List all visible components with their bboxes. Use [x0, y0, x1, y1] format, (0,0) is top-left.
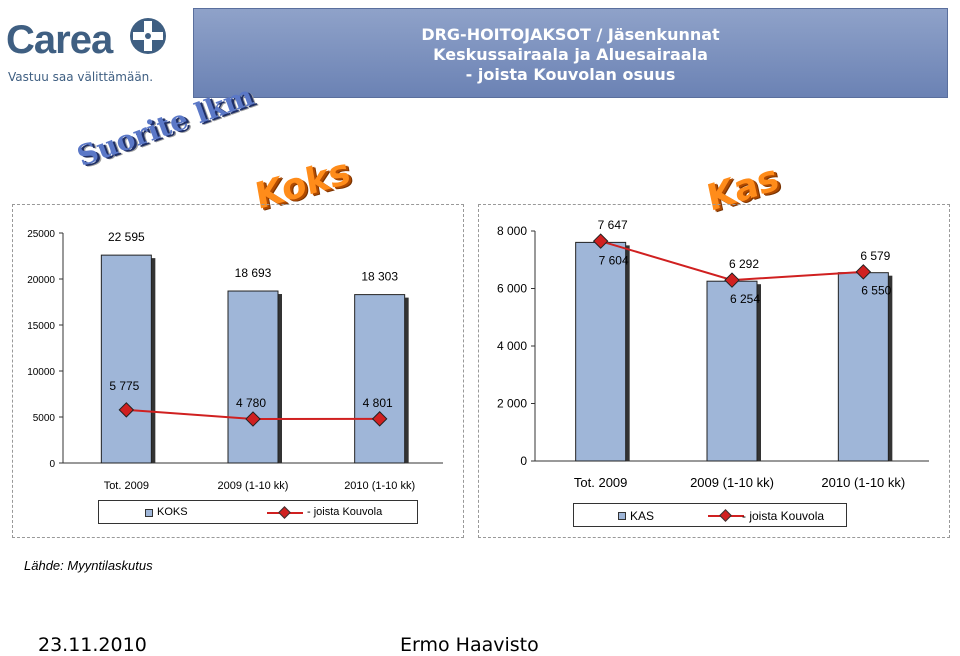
legend-label-kouvola: - joista Kouvola: [307, 506, 383, 518]
y-tick-label: 2 000: [497, 397, 527, 411]
logo-cross-icon: [130, 18, 166, 54]
kas-chart-svg: 0 2 000 4 000 6 000 8 000 7 604 Tot. 2009 6 254…: [497, 218, 929, 490]
y-tick-label: 25000: [27, 229, 55, 240]
kouvola-data-label: 4 780: [236, 396, 266, 410]
y-tick-label: 4 000: [497, 339, 527, 353]
title-line-1: DRG-HOITOJAKSOT / Jäsenkunnat: [421, 25, 720, 44]
bar: [706, 280, 758, 462]
bar-data-label: 7 604: [599, 253, 629, 267]
kouvola-data-label: 5 775: [109, 379, 139, 393]
title-line-3: - joista Kouvolan osuus: [465, 65, 676, 84]
title-line-2: Keskussairaala ja Aluesairaala: [433, 45, 708, 64]
carea-logo: Carea Vastuu saa välittämään.: [6, 14, 176, 86]
bar: [227, 290, 279, 464]
y-tick-label: 0: [49, 459, 55, 470]
legend-label-kouvola: - joista Kouvola: [742, 509, 825, 523]
bar: [575, 241, 627, 462]
koks-chart: 0 5000 10000 15000 20000 25000 22 595 Tot. 2009…: [12, 204, 464, 538]
y-tick-label: 6 000: [497, 282, 527, 296]
kouvola-point: [592, 233, 609, 249]
footer-author: Ermo Haavisto: [400, 634, 539, 656]
bar-data-label: 6 254: [730, 292, 760, 306]
legend-diamond-swatch: [719, 509, 732, 522]
footer-date: 23.11.2010: [38, 634, 147, 656]
bar: [837, 272, 889, 462]
kouvola-point: [371, 411, 388, 427]
x-category-label: Tot. 2009: [574, 475, 628, 490]
title-banner: DRG-HOITOJAKSOT / Jäsenkunnat Keskussair…: [193, 8, 948, 98]
logo-wordmark: Carea: [6, 18, 113, 62]
kouvola-point: [855, 264, 872, 280]
x-category-label: 2009 (1-10 kk): [218, 480, 289, 492]
kouvola-data-label: 6 579: [860, 249, 890, 263]
bar: [354, 294, 406, 464]
kouvola-data-label: 6 292: [729, 257, 759, 271]
kas-chart: 0 2 000 4 000 6 000 8 000 7 604 Tot. 2009 6 254…: [478, 204, 950, 538]
legend-label-koks: KOKS: [157, 506, 188, 518]
legend-diamond-swatch: [278, 506, 291, 519]
legend-bar-swatch: [618, 512, 626, 520]
bar-data-label: 22 595: [108, 230, 145, 244]
wordart-suorite: Suorite lkm: [72, 78, 258, 173]
kouvola-data-label: 4 801: [363, 396, 393, 410]
koks-chart-svg: 0 5000 10000 15000 20000 25000 22 595 Tot. 2009…: [27, 229, 443, 492]
logo-tagline: Vastuu saa välittämään.: [8, 70, 154, 84]
y-tick-label: 5000: [33, 413, 56, 424]
legend-label-kas: KAS: [630, 509, 655, 523]
y-tick-label: 8 000: [497, 224, 527, 238]
legend-bar-swatch: [145, 509, 153, 517]
y-tick-label: 15000: [27, 321, 55, 332]
y-tick-label: 20000: [27, 275, 55, 286]
y-tick-label: 10000: [27, 367, 55, 378]
kouvola-point: [245, 411, 261, 427]
kouvola-point: [724, 272, 740, 288]
bar: [100, 254, 152, 464]
y-tick-label: 0: [520, 454, 527, 468]
kas-legend: KAS - joista Kouvola: [573, 503, 847, 527]
source-note: Lähde: Myyntilaskutus: [24, 558, 153, 573]
x-category-label: Tot. 2009: [104, 480, 149, 492]
bar-data-label: 18 693: [235, 266, 272, 280]
bar-data-label: 18 303: [361, 270, 398, 284]
kouvola-data-label: 7 647: [598, 218, 628, 232]
x-category-label: 2010 (1-10 kk): [821, 475, 905, 490]
bar-data-label: 6 550: [861, 284, 891, 298]
x-category-label: 2010 (1-10 kk): [344, 480, 415, 492]
koks-legend: KOKS - joista Kouvola: [98, 500, 418, 524]
x-category-label: 2009 (1-10 kk): [690, 475, 774, 490]
kouvola-point: [118, 402, 135, 418]
